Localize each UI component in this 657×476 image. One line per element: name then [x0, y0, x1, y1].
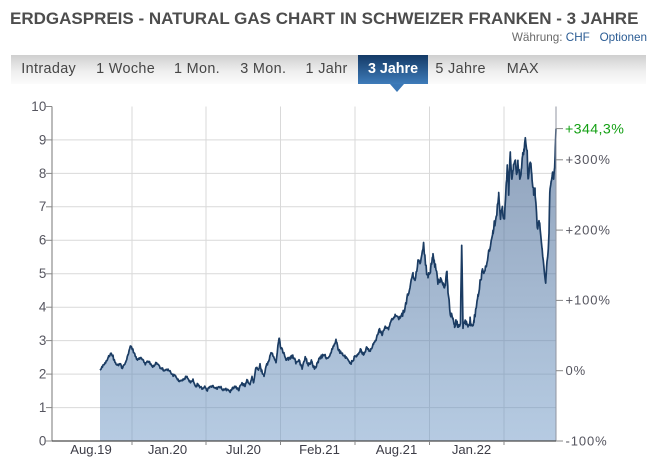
- svg-text:Feb.21: Feb.21: [299, 442, 340, 457]
- svg-text:1: 1: [39, 400, 47, 415]
- svg-text:9: 9: [39, 132, 47, 147]
- svg-text:4: 4: [39, 300, 47, 315]
- svg-text:+100%: +100%: [566, 293, 611, 308]
- svg-text:+344,3%: +344,3%: [565, 121, 624, 137]
- svg-text:Jan.20: Jan.20: [148, 442, 187, 457]
- svg-text:0%: 0%: [566, 363, 587, 378]
- svg-text:+300%: +300%: [566, 152, 611, 167]
- svg-text:5: 5: [39, 266, 47, 281]
- svg-text:Jan.22: Jan.22: [452, 442, 491, 457]
- svg-text:Jul.20: Jul.20: [226, 442, 261, 457]
- svg-text:6: 6: [39, 233, 47, 248]
- svg-text:8: 8: [39, 166, 47, 181]
- svg-text:10: 10: [31, 99, 46, 114]
- svg-text:Aug.19: Aug.19: [70, 442, 112, 457]
- svg-text:7: 7: [39, 199, 47, 214]
- svg-text:+200%: +200%: [566, 222, 611, 237]
- svg-text:0: 0: [39, 433, 47, 448]
- svg-text:Aug.21: Aug.21: [376, 442, 418, 457]
- svg-text:3: 3: [39, 333, 47, 348]
- svg-text:-100%: -100%: [566, 433, 608, 448]
- svg-text:2: 2: [39, 367, 47, 382]
